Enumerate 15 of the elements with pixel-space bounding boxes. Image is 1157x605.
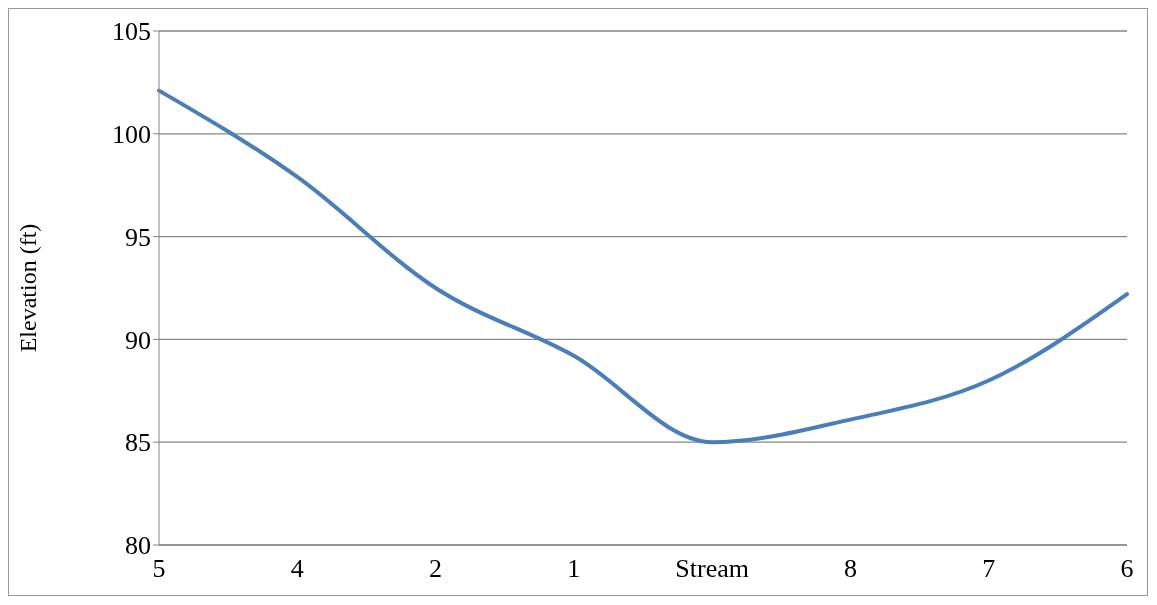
y-tick-label: 85 xyxy=(125,428,151,458)
y-tick-label: 105 xyxy=(112,17,151,47)
x-tick-label: Stream xyxy=(675,554,749,584)
x-tick-label: 8 xyxy=(843,554,857,584)
x-tick-label: 5 xyxy=(152,554,166,584)
y-tick-label: 90 xyxy=(125,325,151,355)
x-tick-label: 7 xyxy=(982,554,996,584)
x-tick-label: 4 xyxy=(290,554,304,584)
x-tick-label: 6 xyxy=(1120,554,1134,584)
y-tick-label: 95 xyxy=(125,222,151,252)
x-tick-label: 2 xyxy=(429,554,443,584)
y-axis-title: Elevation (ft) xyxy=(14,223,41,353)
y-tick-label: 100 xyxy=(112,120,151,150)
y-tick-label: 80 xyxy=(125,531,151,561)
x-tick-label: 1 xyxy=(567,554,581,584)
